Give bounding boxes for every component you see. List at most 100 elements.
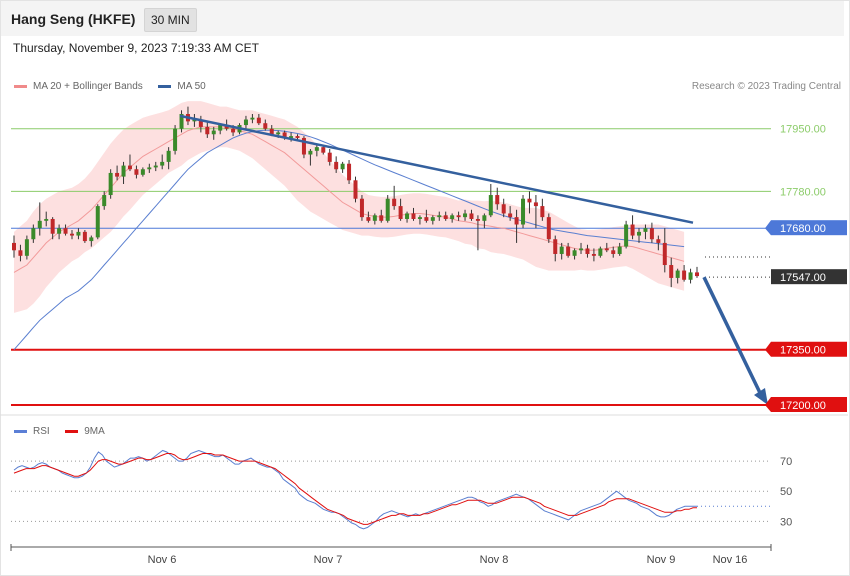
candle-body [566,246,571,256]
legend-swatch-ma20 [14,84,27,88]
candle-body [469,213,474,219]
candle-body [192,119,197,122]
candle-body [450,215,455,219]
candle-body [604,248,609,251]
rsi-panel: 70 50 30 [0,414,848,530]
candle-body [308,150,313,155]
bollinger-band [14,101,685,313]
candle-body [424,217,429,221]
candle-body [289,136,294,138]
level-label-17547.00: 17547.00 [780,272,826,284]
candle-body [637,231,642,236]
candle-body [95,206,100,238]
main-legend: MA 20 + Bollinger Bands MA 50 [14,81,206,92]
chart-credit: Research © 2023 Trading Central [691,81,841,92]
rsi-legend: RSI 9MA [14,426,105,437]
candle-body [482,215,487,221]
candle-body [643,228,648,232]
candle-body [630,224,635,236]
candle-body [540,206,545,218]
candle-body [173,128,178,151]
candle-body [24,239,29,256]
time-axis: Nov 6 Nov 7 Nov 8 Nov 9 Nov 16 [10,544,772,566]
candle-body [166,150,171,162]
legend-label-ma50: MA 50 [177,81,206,92]
candle-body [256,117,261,124]
candle-body [456,215,461,218]
level-badge-17200.00 [771,397,847,412]
forecast-arrow-head [754,388,768,405]
candle-body [127,165,132,170]
candle-body [224,125,229,129]
candle-body [44,218,49,221]
candle-body [405,213,410,219]
price-levels [11,128,846,406]
ma20-line [13,126,685,273]
candle-body [521,198,526,225]
x-tick-label: Nov 6 [148,554,177,566]
x-tick-label: Nov 7 [314,554,343,566]
moving-averages [13,126,685,351]
candle-body [347,163,352,181]
candle-body [366,217,371,221]
candle-body [37,220,42,229]
candle-body [243,119,248,126]
candle-body [372,215,377,221]
candle-body [488,195,493,216]
candle-body [669,265,674,278]
instrument-title: Hang Seng (HKFE) [11,11,136,27]
candle-body [18,250,23,256]
level-badge-17547.00 [771,269,847,285]
rsi-ma9-line [13,453,697,525]
rsi-tick-70: 70 [780,456,792,468]
candle-body [546,217,551,240]
candle-body [675,270,680,278]
candle-body [115,172,120,177]
candle-body [211,130,216,135]
candle-body [591,253,596,256]
candle-body [153,165,158,168]
candle-body [147,167,152,170]
candle-body [140,169,145,175]
candle-body [269,128,274,135]
candle-body [250,117,255,120]
candle-body [69,233,74,236]
candle-body [263,123,268,129]
level-badge-17680.00 [771,220,847,236]
candle-body [572,250,577,256]
legend-swatch-ma50 [158,84,172,88]
candle-body [327,152,332,162]
x-tick-label: Nov 16 [713,554,748,566]
candle-body [682,270,687,280]
candle-body [624,224,629,247]
candle-body [508,213,513,218]
candle-body [63,228,68,234]
candle-body [160,161,165,166]
candle-body [231,128,236,133]
candle-body [102,195,107,207]
chart-timestamp: Thursday, November 9, 2023 7:19:33 AM CE… [13,41,259,55]
candle-body [89,237,94,242]
candle-body [301,137,306,155]
candle-body [514,217,519,225]
level-badge-17350.00 [771,341,847,357]
candle-body [475,218,480,221]
candle-body [662,242,667,266]
candle-body [443,215,448,219]
candle-body [579,248,584,251]
candle-body [205,126,210,135]
candle-body [314,147,319,151]
rsi-tick-50: 50 [780,486,792,498]
candle-body [108,172,113,196]
level-labels: 17950.00 17780.00 17680.00 17547.00 17350.00… [765,124,847,412]
candle-body [276,132,281,135]
legend-label-ma20: MA 20 + Bollinger Bands [33,81,143,92]
candle-body [695,272,699,277]
period-button[interactable]: 30 MIN [144,8,197,32]
candle-body [379,215,384,221]
level-label-17680.00: 17680.00 [780,223,826,235]
candle-body [598,248,603,256]
candle-body [321,147,326,153]
candle-body [411,213,416,219]
